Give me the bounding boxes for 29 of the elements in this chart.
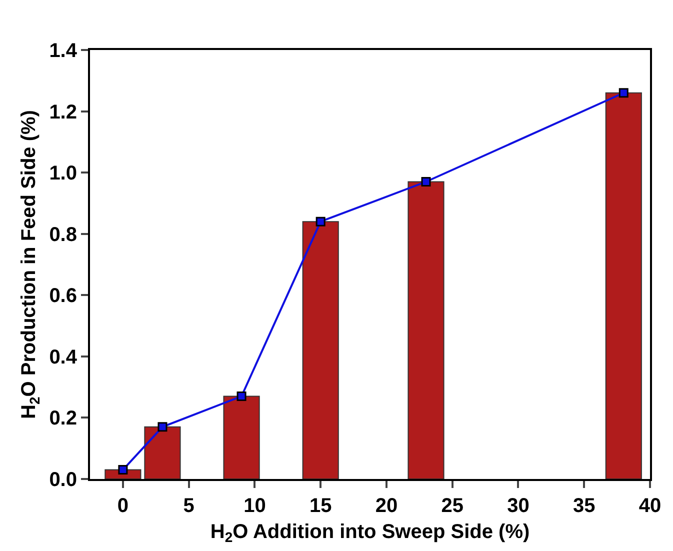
- bar: [144, 426, 181, 479]
- x-tick-label: 5: [183, 495, 194, 517]
- bar: [223, 396, 260, 479]
- x-tick-label: 25: [441, 495, 464, 517]
- y-tick-label: 0.8: [49, 224, 77, 246]
- bar: [605, 92, 642, 479]
- x-tick-label: 10: [244, 495, 266, 517]
- x-axis-title: H$_{2}$O Addition into Sweep Side (%): [210, 521, 530, 546]
- y-tick-label: 1.0: [49, 162, 77, 185]
- bar: [302, 221, 339, 479]
- point: [158, 422, 168, 432]
- bar: [408, 181, 444, 479]
- x-tick-label: 35: [572, 495, 596, 517]
- x-tick-label: 40: [638, 495, 662, 517]
- x-tick-label: 30: [507, 495, 530, 517]
- x-tick-label: 15: [309, 495, 332, 517]
- point: [236, 392, 246, 402]
- y-tick-label: 1.4: [49, 40, 78, 62]
- point: [421, 177, 431, 187]
- point: [118, 465, 128, 475]
- y-tick-label: 0.4: [49, 346, 78, 368]
- y-tick-label: 0.6: [49, 285, 77, 308]
- point: [316, 216, 326, 226]
- x-tick-label: 0: [117, 495, 129, 517]
- point: [618, 88, 628, 98]
- x-tick-label: 20: [375, 495, 398, 517]
- y-tick-label: 1.2: [49, 101, 77, 124]
- y-tick-label: 0.0: [49, 469, 77, 491]
- y-tick-label: 0.2: [49, 408, 77, 430]
